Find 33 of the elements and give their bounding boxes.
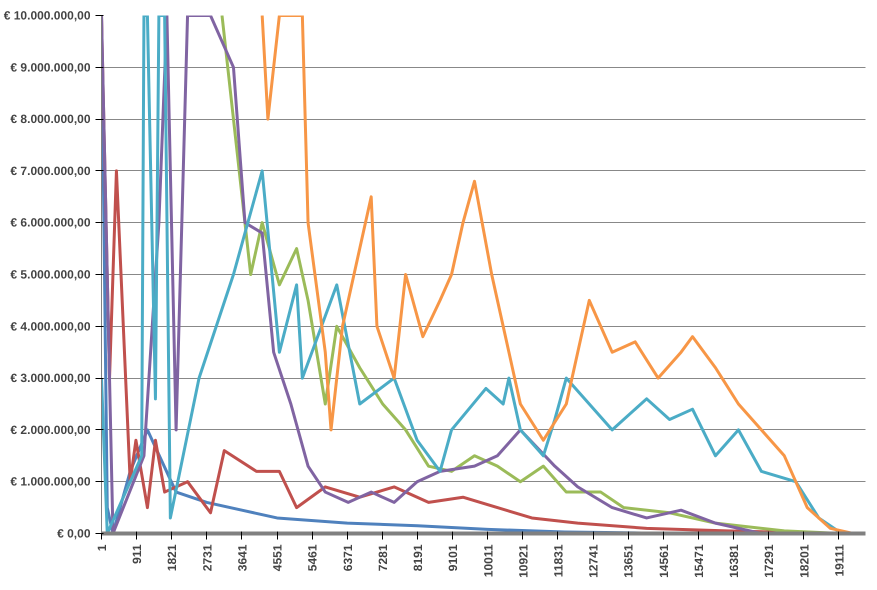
x-tick-label: 8191 — [411, 544, 426, 572]
y-tick-label: € 1.000.000,00 — [10, 474, 91, 489]
x-tick-label: 4551 — [270, 544, 285, 572]
y-tick-label: € 5.000.000,00 — [10, 268, 91, 282]
x-tick-label: 911 — [130, 544, 144, 564]
x-tick-label: 7281 — [376, 544, 390, 572]
x-tick-label: 10011 — [481, 544, 496, 578]
x-tick-label: 18201 — [797, 544, 812, 578]
y-tick-label: € 10.000.000,00 — [4, 8, 91, 22]
x-tick-label: 19111 — [832, 544, 846, 577]
x-tick-label: 1 — [95, 544, 109, 552]
x-tick-label: 9101 — [446, 544, 460, 572]
y-tick-label: € 8.000.000,00 — [10, 112, 91, 126]
x-tick-label: 1821 — [165, 544, 180, 572]
x-tick-label: 11831 — [551, 544, 566, 578]
y-tick-label: € 7.000.000,00 — [10, 164, 91, 178]
x-tick-label: 5461 — [306, 544, 320, 572]
y-tick-label: € 4.000.000,00 — [10, 319, 91, 334]
x-tick-label: 17291 — [762, 544, 776, 578]
x-tick-label: 12741 — [586, 544, 601, 578]
x-tick-label: 16381 — [727, 544, 742, 578]
x-tick-label: 15471 — [692, 544, 706, 578]
y-tick-label: € 3.000.000,00 — [10, 371, 91, 386]
y-tick-label: € 2.000.000,00 — [10, 422, 91, 437]
x-tick-label: 10921 — [516, 544, 530, 578]
y-tick-label: € 9.000.000,00 — [10, 60, 91, 74]
x-tick-label: 13651 — [622, 544, 636, 578]
y-tick-label: € 0,00 — [57, 526, 91, 540]
x-tick-label: 2731 — [200, 544, 214, 572]
x-tick-label: 14561 — [656, 544, 671, 578]
x-tick-label: 6371 — [340, 544, 355, 572]
x-tick-label: 3641 — [235, 544, 250, 572]
y-tick-label: € 6.000.000,00 — [10, 216, 91, 230]
